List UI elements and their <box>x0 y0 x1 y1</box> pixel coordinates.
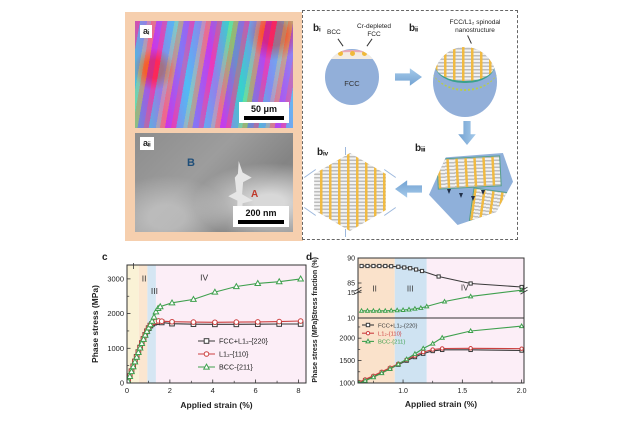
ebsd-micrograph: aᵢ 50 μm <box>135 21 293 128</box>
growth-arrow-icon <box>459 193 464 199</box>
svg-text:1.5: 1.5 <box>457 388 467 395</box>
svg-text:1.0: 1.0 <box>398 388 408 395</box>
svg-text:1500: 1500 <box>339 358 355 365</box>
svg-text:8: 8 <box>296 386 300 395</box>
svg-text:3000: 3000 <box>107 274 124 283</box>
band-IV <box>426 258 524 318</box>
scalebar-aii-bar <box>238 220 284 224</box>
panel-bii-label: bᵢᵢ <box>409 23 418 34</box>
region-label-III: III <box>151 286 158 296</box>
band-I <box>127 265 139 383</box>
scalebar-ai-bar <box>244 116 284 120</box>
svg-text:Phase stress (MPa): Phase stress (MPa) <box>312 318 319 382</box>
series-BCC-{211} <box>357 322 525 384</box>
svg-text:BCC-{211}: BCC-{211} <box>219 362 253 371</box>
fcc-grain-label: FCC <box>344 79 360 89</box>
bcc-annotation: BCC <box>327 29 341 36</box>
svg-text:L1₂-{110}: L1₂-{110} <box>378 332 402 338</box>
svg-text:1000: 1000 <box>339 381 355 388</box>
panel-biv-label: bᵢᵥ <box>317 147 329 158</box>
series-FCC+L1₂ stress fraction <box>359 263 524 290</box>
scalebar-aii-text: 200 nm <box>245 208 277 218</box>
svg-text:85: 85 <box>347 281 355 288</box>
spinodal-annotation: FCC/L1₂ spinodal nanostructure <box>449 19 501 34</box>
series-BCC-{211} <box>126 275 305 384</box>
region-a-marker: A <box>251 189 259 200</box>
arrow-down-icon <box>457 121 477 145</box>
svg-text:15: 15 <box>347 290 355 297</box>
growth-arrow-icon <box>471 196 475 202</box>
panel-biii-label: bᵢᵢᵢ <box>415 143 426 154</box>
region-b-marker: B <box>187 157 195 169</box>
panel-aii-label: aᵢᵢ <box>140 137 154 150</box>
svg-text:2: 2 <box>168 386 172 395</box>
svg-text:Stress fraction (%): Stress fraction (%) <box>312 257 319 319</box>
svg-text:90: 90 <box>347 256 355 263</box>
band-II <box>138 265 148 383</box>
svg-text:4: 4 <box>211 386 215 395</box>
bcc-particle-icon <box>338 51 343 56</box>
svg-text:6: 6 <box>254 386 258 395</box>
panel-a-frame: aᵢ 50 μm aᵢᵢ B A 200 nm <box>125 12 303 241</box>
svg-text:Phase stress (MPa): Phase stress (MPa) <box>90 285 100 363</box>
cr-depleted-annotation: Cr-depleted FCC <box>357 23 391 38</box>
grain-boundary-line <box>345 147 346 155</box>
spinodal-patch <box>436 154 503 190</box>
bcc-pointer-line <box>337 38 344 47</box>
chart-d-bottom: 1.0 1.5 2.0 1000 1500 2000 Applied strain (%) P… <box>312 317 527 409</box>
band-II <box>358 318 395 383</box>
svg-text:0: 0 <box>120 379 124 388</box>
panel-ai-label: aᵢ <box>140 25 153 38</box>
svg-text:10: 10 <box>347 316 355 323</box>
growth-arrow-icon <box>481 190 486 196</box>
svg-text:Applied strain (%): Applied strain (%) <box>405 399 477 409</box>
transformation-front-arc <box>433 47 497 91</box>
svg-text:d: d <box>306 252 312 263</box>
scalebar-ai-text: 50 μm <box>250 104 278 114</box>
panel-bi-label: bᵢ <box>313 23 321 34</box>
growth-arrow-icon <box>447 189 452 194</box>
svg-text:2000: 2000 <box>107 309 124 318</box>
bcc-particle-icon <box>362 51 367 56</box>
bcc-particle-icon <box>350 51 355 56</box>
svg-text:1000: 1000 <box>107 344 124 353</box>
svg-text:2000: 2000 <box>339 336 355 343</box>
panel-b-schematic: bᵢ BCC Cr-depleted FCC FCC bᵢᵢ FCC/L1₂ s… <box>302 10 518 240</box>
region-label-IV: IV <box>200 273 208 283</box>
region-label-II: II <box>372 285 376 294</box>
region-label-I: I <box>132 261 134 271</box>
svg-text:FCC+L1₂-{220}: FCC+L1₂-{220} <box>219 336 269 345</box>
region-label-III: III <box>407 285 414 294</box>
spinodal-pointer-line <box>467 35 472 44</box>
sem-micrograph: aᵢᵢ B A 200 nm <box>135 133 293 232</box>
scalebar-aii: 200 nm <box>233 206 289 227</box>
bii-grain <box>433 47 497 117</box>
svg-text:FCC+L1₂-{220}: FCC+L1₂-{220} <box>378 323 418 329</box>
arrow-left-icon <box>395 179 422 199</box>
svg-text:c: c <box>102 252 108 263</box>
spinodal-lens <box>435 47 495 83</box>
grain-boundary-line <box>345 229 346 237</box>
svg-text:2.0: 2.0 <box>517 388 527 395</box>
arrow-right-icon <box>395 68 422 86</box>
region-label-IV: IV <box>461 283 469 292</box>
svg-text:L1₂-{110}: L1₂-{110} <box>219 349 249 358</box>
svg-text:BCC-{211}: BCC-{211} <box>378 340 405 346</box>
bi-fcc-grain: FCC <box>325 49 379 105</box>
svg-text:0: 0 <box>125 386 129 395</box>
series-BCC stress fraction <box>358 287 525 313</box>
biii-partially-transformed-grain <box>429 153 513 225</box>
scalebar-ai: 50 μm <box>239 102 289 123</box>
svg-text:Applied strain (%): Applied strain (%) <box>180 400 252 410</box>
band-II <box>358 258 395 318</box>
region-label-II: II <box>142 273 147 283</box>
cr-depleted-pointer-line <box>366 38 373 47</box>
spinodal-patch <box>468 187 513 225</box>
biv-fully-transformed-grain <box>314 153 386 231</box>
